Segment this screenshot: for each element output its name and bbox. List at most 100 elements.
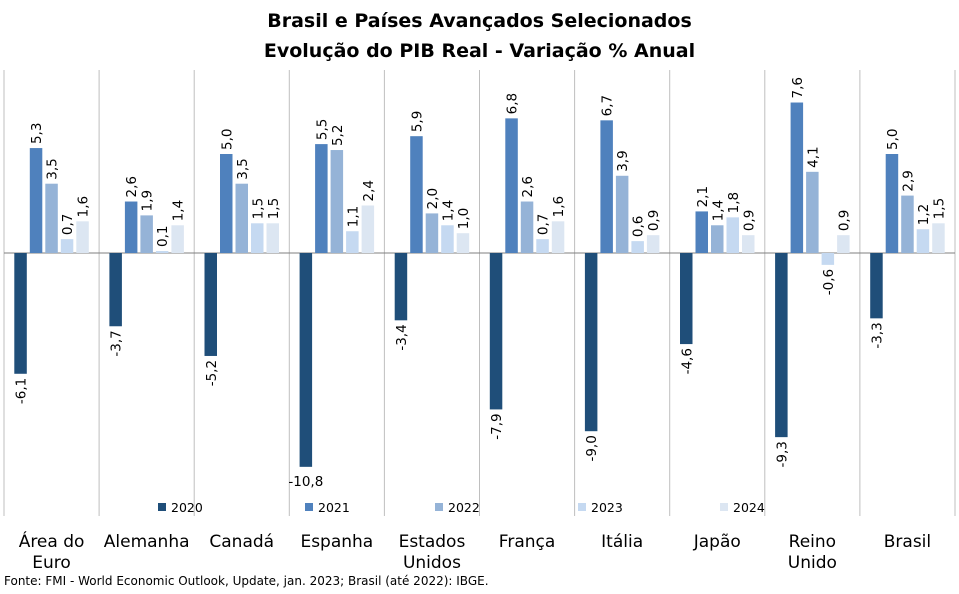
data-label: 1,5 <box>931 198 947 219</box>
bar-2021 <box>220 154 233 253</box>
bar-2022 <box>45 183 58 253</box>
bar-2023 <box>536 239 549 253</box>
data-label: 3,5 <box>45 158 61 179</box>
data-label: -4,6 <box>679 348 695 374</box>
bar-2023 <box>155 251 169 253</box>
bar-2021 <box>410 136 423 253</box>
data-label: -9,3 <box>774 441 790 467</box>
category-label: Alemanha <box>104 532 190 552</box>
category-label: Brasil <box>884 532 931 552</box>
bar-2021 <box>790 102 804 254</box>
data-label: 1,6 <box>76 196 92 217</box>
bar-2023 <box>916 229 930 253</box>
data-label: 1,6 <box>551 196 567 217</box>
data-label: 5,2 <box>330 125 346 146</box>
bar-2022 <box>235 183 248 253</box>
data-label: -9,0 <box>584 435 600 461</box>
data-label: 1,4 <box>440 200 456 221</box>
data-label: 5,5 <box>314 119 330 140</box>
bar-2023 <box>60 239 74 253</box>
data-label: 0,1 <box>155 226 171 247</box>
data-label: 1,8 <box>726 192 742 213</box>
bar-2024 <box>646 235 660 253</box>
data-label: 6,8 <box>505 93 521 114</box>
data-label: -3,3 <box>869 322 885 348</box>
bar-2020 <box>584 253 598 432</box>
data-label: 0,6 <box>631 216 647 237</box>
bar-2023 <box>346 231 359 253</box>
data-label: -7,9 <box>489 413 505 439</box>
source-note: Fonte: FMI - World Economic Outlook, Upd… <box>4 574 489 588</box>
data-label: 3,5 <box>235 158 251 179</box>
category-label: Unidos <box>403 553 461 573</box>
category-label: Itália <box>601 532 643 552</box>
bar-2021 <box>505 118 518 253</box>
category-label: Unido <box>788 553 837 573</box>
data-label: 0,7 <box>60 214 76 235</box>
data-label: -3,4 <box>394 324 410 350</box>
chart-title: Brasil e Países Avançados Selecionados <box>267 10 692 32</box>
legend-swatch-2023 <box>578 503 586 511</box>
bar-2023 <box>441 225 454 253</box>
legend-swatch-2021 <box>305 503 313 511</box>
bar-2020 <box>870 253 883 319</box>
data-label: 7,6 <box>790 77 806 98</box>
data-label: 0,7 <box>536 214 552 235</box>
data-label: 1,4 <box>710 200 726 221</box>
data-label: 0,9 <box>836 210 852 231</box>
bar-2022 <box>615 175 629 253</box>
data-label: -10,8 <box>288 474 323 490</box>
data-label: 5,9 <box>409 111 425 132</box>
category-label: Japão <box>693 532 741 552</box>
legend-swatch-2022 <box>435 503 443 511</box>
bar-2021 <box>695 211 708 253</box>
bar-2020 <box>394 253 408 321</box>
legend-label: 2021 <box>318 500 350 515</box>
bar-2024 <box>361 205 375 253</box>
data-label: -3,7 <box>109 330 125 356</box>
bar-2024 <box>171 225 184 253</box>
bar-2023 <box>726 217 739 253</box>
category-label: Estados <box>399 532 466 552</box>
bar-2020 <box>109 253 122 327</box>
category-label: Espanha <box>300 532 373 552</box>
bar-2021 <box>29 148 43 253</box>
data-label: -0,6 <box>821 269 837 295</box>
data-label: 5,0 <box>885 129 901 150</box>
data-label: 1,1 <box>345 206 361 227</box>
data-label: 5,3 <box>29 123 45 144</box>
bar-2020 <box>14 253 27 374</box>
bar-2024 <box>837 235 850 253</box>
bar-2020 <box>775 253 788 438</box>
data-label: 2,9 <box>900 170 916 191</box>
bar-2022 <box>711 225 724 253</box>
data-label: 2,4 <box>361 180 377 201</box>
legend-label: 2020 <box>171 500 203 515</box>
bar-2024 <box>266 223 279 253</box>
bar-2020 <box>204 253 217 356</box>
data-label: 1,4 <box>171 200 187 221</box>
bar-2023 <box>251 223 264 253</box>
category-label: Reino <box>789 532 836 552</box>
bar-2022 <box>901 195 914 253</box>
category-label: Canadá <box>209 532 274 552</box>
bar-2021 <box>124 201 138 253</box>
data-label: 1,5 <box>266 198 282 219</box>
chart-subtitle: Evolução do PIB Real - Variação % Anual <box>263 40 696 62</box>
data-label: -6,1 <box>14 378 30 404</box>
category-label: Euro <box>32 553 71 573</box>
data-label: 1,2 <box>916 204 932 225</box>
bar-2020 <box>299 253 313 467</box>
data-label: 2,1 <box>695 186 711 207</box>
bar-2022 <box>806 171 819 253</box>
legend-label: 2022 <box>448 500 480 515</box>
legend-swatch-2024 <box>720 503 728 511</box>
bar-2020 <box>680 253 693 345</box>
legend-label: 2024 <box>733 500 765 515</box>
data-label: 2,6 <box>124 176 140 197</box>
data-label: 1,0 <box>456 208 472 229</box>
data-label: 2,0 <box>425 188 441 209</box>
data-label: 0,9 <box>646 210 662 231</box>
